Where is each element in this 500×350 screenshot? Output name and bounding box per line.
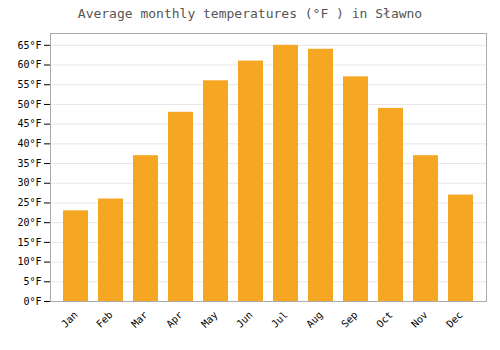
svg-text:40°F: 40°F bbox=[17, 138, 41, 149]
svg-text:25°F: 25°F bbox=[17, 197, 41, 208]
svg-text:10°F: 10°F bbox=[17, 256, 41, 267]
svg-text:30°F: 30°F bbox=[17, 177, 41, 188]
svg-text:Feb: Feb bbox=[94, 309, 115, 330]
svg-text:50°F: 50°F bbox=[17, 99, 41, 110]
svg-text:65°F: 65°F bbox=[17, 40, 41, 51]
svg-text:5°F: 5°F bbox=[23, 276, 41, 287]
svg-text:Jul: Jul bbox=[269, 309, 290, 330]
svg-text:Jan: Jan bbox=[59, 309, 80, 330]
svg-text:Nov: Nov bbox=[409, 309, 430, 330]
svg-text:55°F: 55°F bbox=[17, 79, 41, 90]
svg-text:Dec: Dec bbox=[444, 309, 465, 330]
svg-text:0°F: 0°F bbox=[23, 296, 41, 307]
svg-text:45°F: 45°F bbox=[17, 118, 41, 129]
svg-text:Sep: Sep bbox=[339, 309, 360, 330]
svg-text:Jun: Jun bbox=[234, 309, 255, 330]
svg-text:Oct: Oct bbox=[374, 309, 395, 330]
svg-text:Apr: Apr bbox=[164, 309, 185, 330]
svg-text:15°F: 15°F bbox=[17, 237, 41, 248]
svg-text:Mar: Mar bbox=[129, 309, 150, 330]
html-text:Average monthly temperatures (: Average monthly temperatures (°F ) in Sł… bbox=[77, 6, 423, 21]
svg-text:20°F: 20°F bbox=[17, 217, 41, 228]
svg-text:60°F: 60°F bbox=[17, 59, 41, 70]
svg-text:Aug: Aug bbox=[304, 309, 325, 330]
svg-text:35°F: 35°F bbox=[17, 158, 41, 169]
svg-text:May: May bbox=[199, 309, 220, 330]
